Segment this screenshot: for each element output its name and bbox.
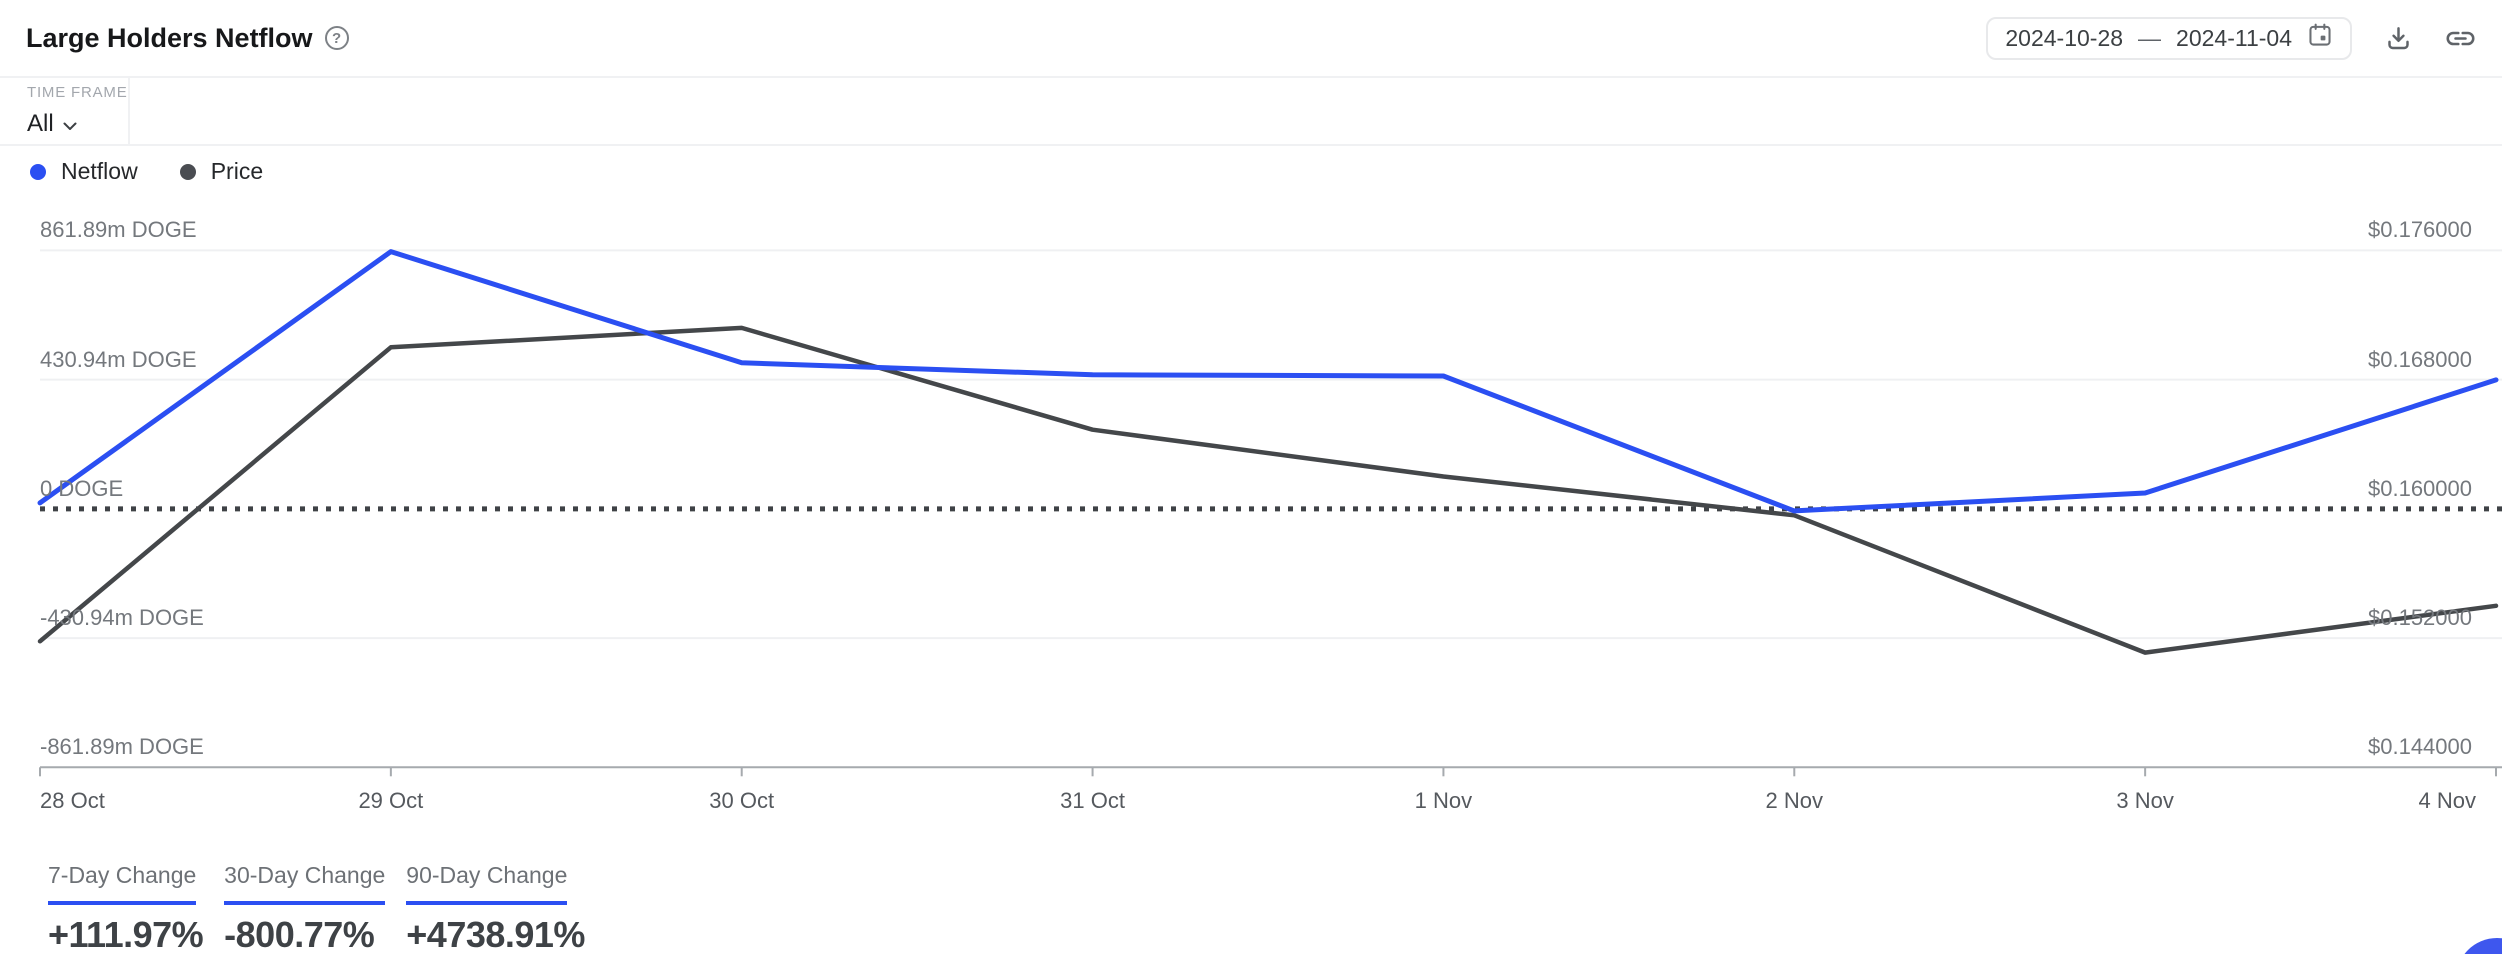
download-icon — [2385, 25, 2412, 52]
header-divider — [0, 76, 2502, 78]
link-icon — [2445, 25, 2476, 52]
stat-label: 90-Day Change — [406, 862, 568, 905]
calendar-icon — [2307, 22, 2333, 54]
stat-30-day-change: 30-Day Change -800.77% — [224, 862, 386, 954]
stat-value: +4738.91% — [406, 914, 585, 954]
header-actions: 2024-10-28 — 2024-11-04 — [1986, 16, 2476, 60]
x-axis-label: 1 Nov — [1414, 788, 1473, 813]
date-range-end: 2024-11-04 — [2176, 24, 2292, 51]
price-line — [37, 325, 2499, 655]
x-axis-label: 28 Oct — [40, 788, 105, 813]
y-axis-label-right: $0.160000 — [2368, 475, 2472, 501]
y-axis-label-left: 861.89m DOGE — [40, 217, 197, 243]
time-frame-value: All — [27, 110, 54, 137]
stat-value: -800.77% — [224, 914, 375, 954]
x-axis-label: 31 Oct — [1060, 788, 1125, 813]
date-range-picker[interactable]: 2024-10-28 — 2024-11-04 — [1986, 16, 2352, 60]
stat-90-day-change: 90-Day Change +4738.91% — [406, 862, 585, 954]
page-title: Large Holders Netflow — [26, 22, 313, 53]
y-axis-label-left: 0 DOGE — [40, 475, 124, 501]
stat-label: 7-Day Change — [48, 862, 197, 905]
x-axis-label: 30 Oct — [709, 788, 775, 813]
y-axis-label-left: -861.89m DOGE — [40, 734, 204, 760]
date-range-start: 2024-10-28 — [2005, 24, 2124, 51]
copy-link-button[interactable] — [2445, 25, 2476, 52]
toolbar-divider — [0, 144, 2502, 146]
timeframe-cell-divider — [128, 77, 130, 144]
x-axis-label: 2 Nov — [1765, 788, 1824, 813]
x-axis-label: 29 Oct — [358, 788, 424, 813]
change-stats: 7-Day Change +111.97% 30-Day Change -800… — [48, 862, 585, 954]
legend-item-netflow[interactable]: Netflow — [30, 158, 138, 185]
y-axis-label-right: $0.144000 — [2368, 734, 2472, 760]
netflow-line — [37, 249, 2499, 514]
y-axis-label-left: -430.94m DOGE — [40, 605, 204, 631]
stat-7-day-change: 7-Day Change +111.97% — [48, 862, 204, 954]
date-range-separator: — — [2138, 24, 2162, 51]
legend-label: Netflow — [61, 158, 138, 184]
legend-label: Price — [210, 158, 264, 184]
time-frame-control: TIME FRAME All — [27, 84, 128, 138]
stat-label: 30-Day Change — [224, 862, 386, 905]
help-icon[interactable]: ? — [324, 26, 349, 50]
chevron-down-icon — [63, 110, 77, 138]
download-button[interactable] — [2385, 25, 2412, 52]
y-axis-label-right: $0.168000 — [2368, 346, 2472, 372]
y-axis-label-right: $0.152000 — [2368, 605, 2472, 631]
header: Large Holders Netflow ? 2024-10-28 — 202… — [0, 0, 2502, 76]
y-axis-label-left: 430.94m DOGE — [40, 346, 197, 372]
time-frame-label: TIME FRAME — [27, 84, 128, 101]
chart-legend: Netflow Price — [30, 158, 263, 185]
y-axis-label-right: $0.176000 — [2368, 217, 2472, 243]
x-axis-label: 4 Nov — [2418, 788, 2476, 813]
time-frame-dropdown[interactable]: All — [27, 110, 128, 138]
stat-value: +111.97% — [48, 914, 204, 954]
x-axis-label: 3 Nov — [2116, 788, 2174, 813]
legend-item-price[interactable]: Price — [179, 158, 264, 185]
price-dot-icon — [179, 163, 196, 180]
netflow-dot-icon — [30, 163, 46, 180]
